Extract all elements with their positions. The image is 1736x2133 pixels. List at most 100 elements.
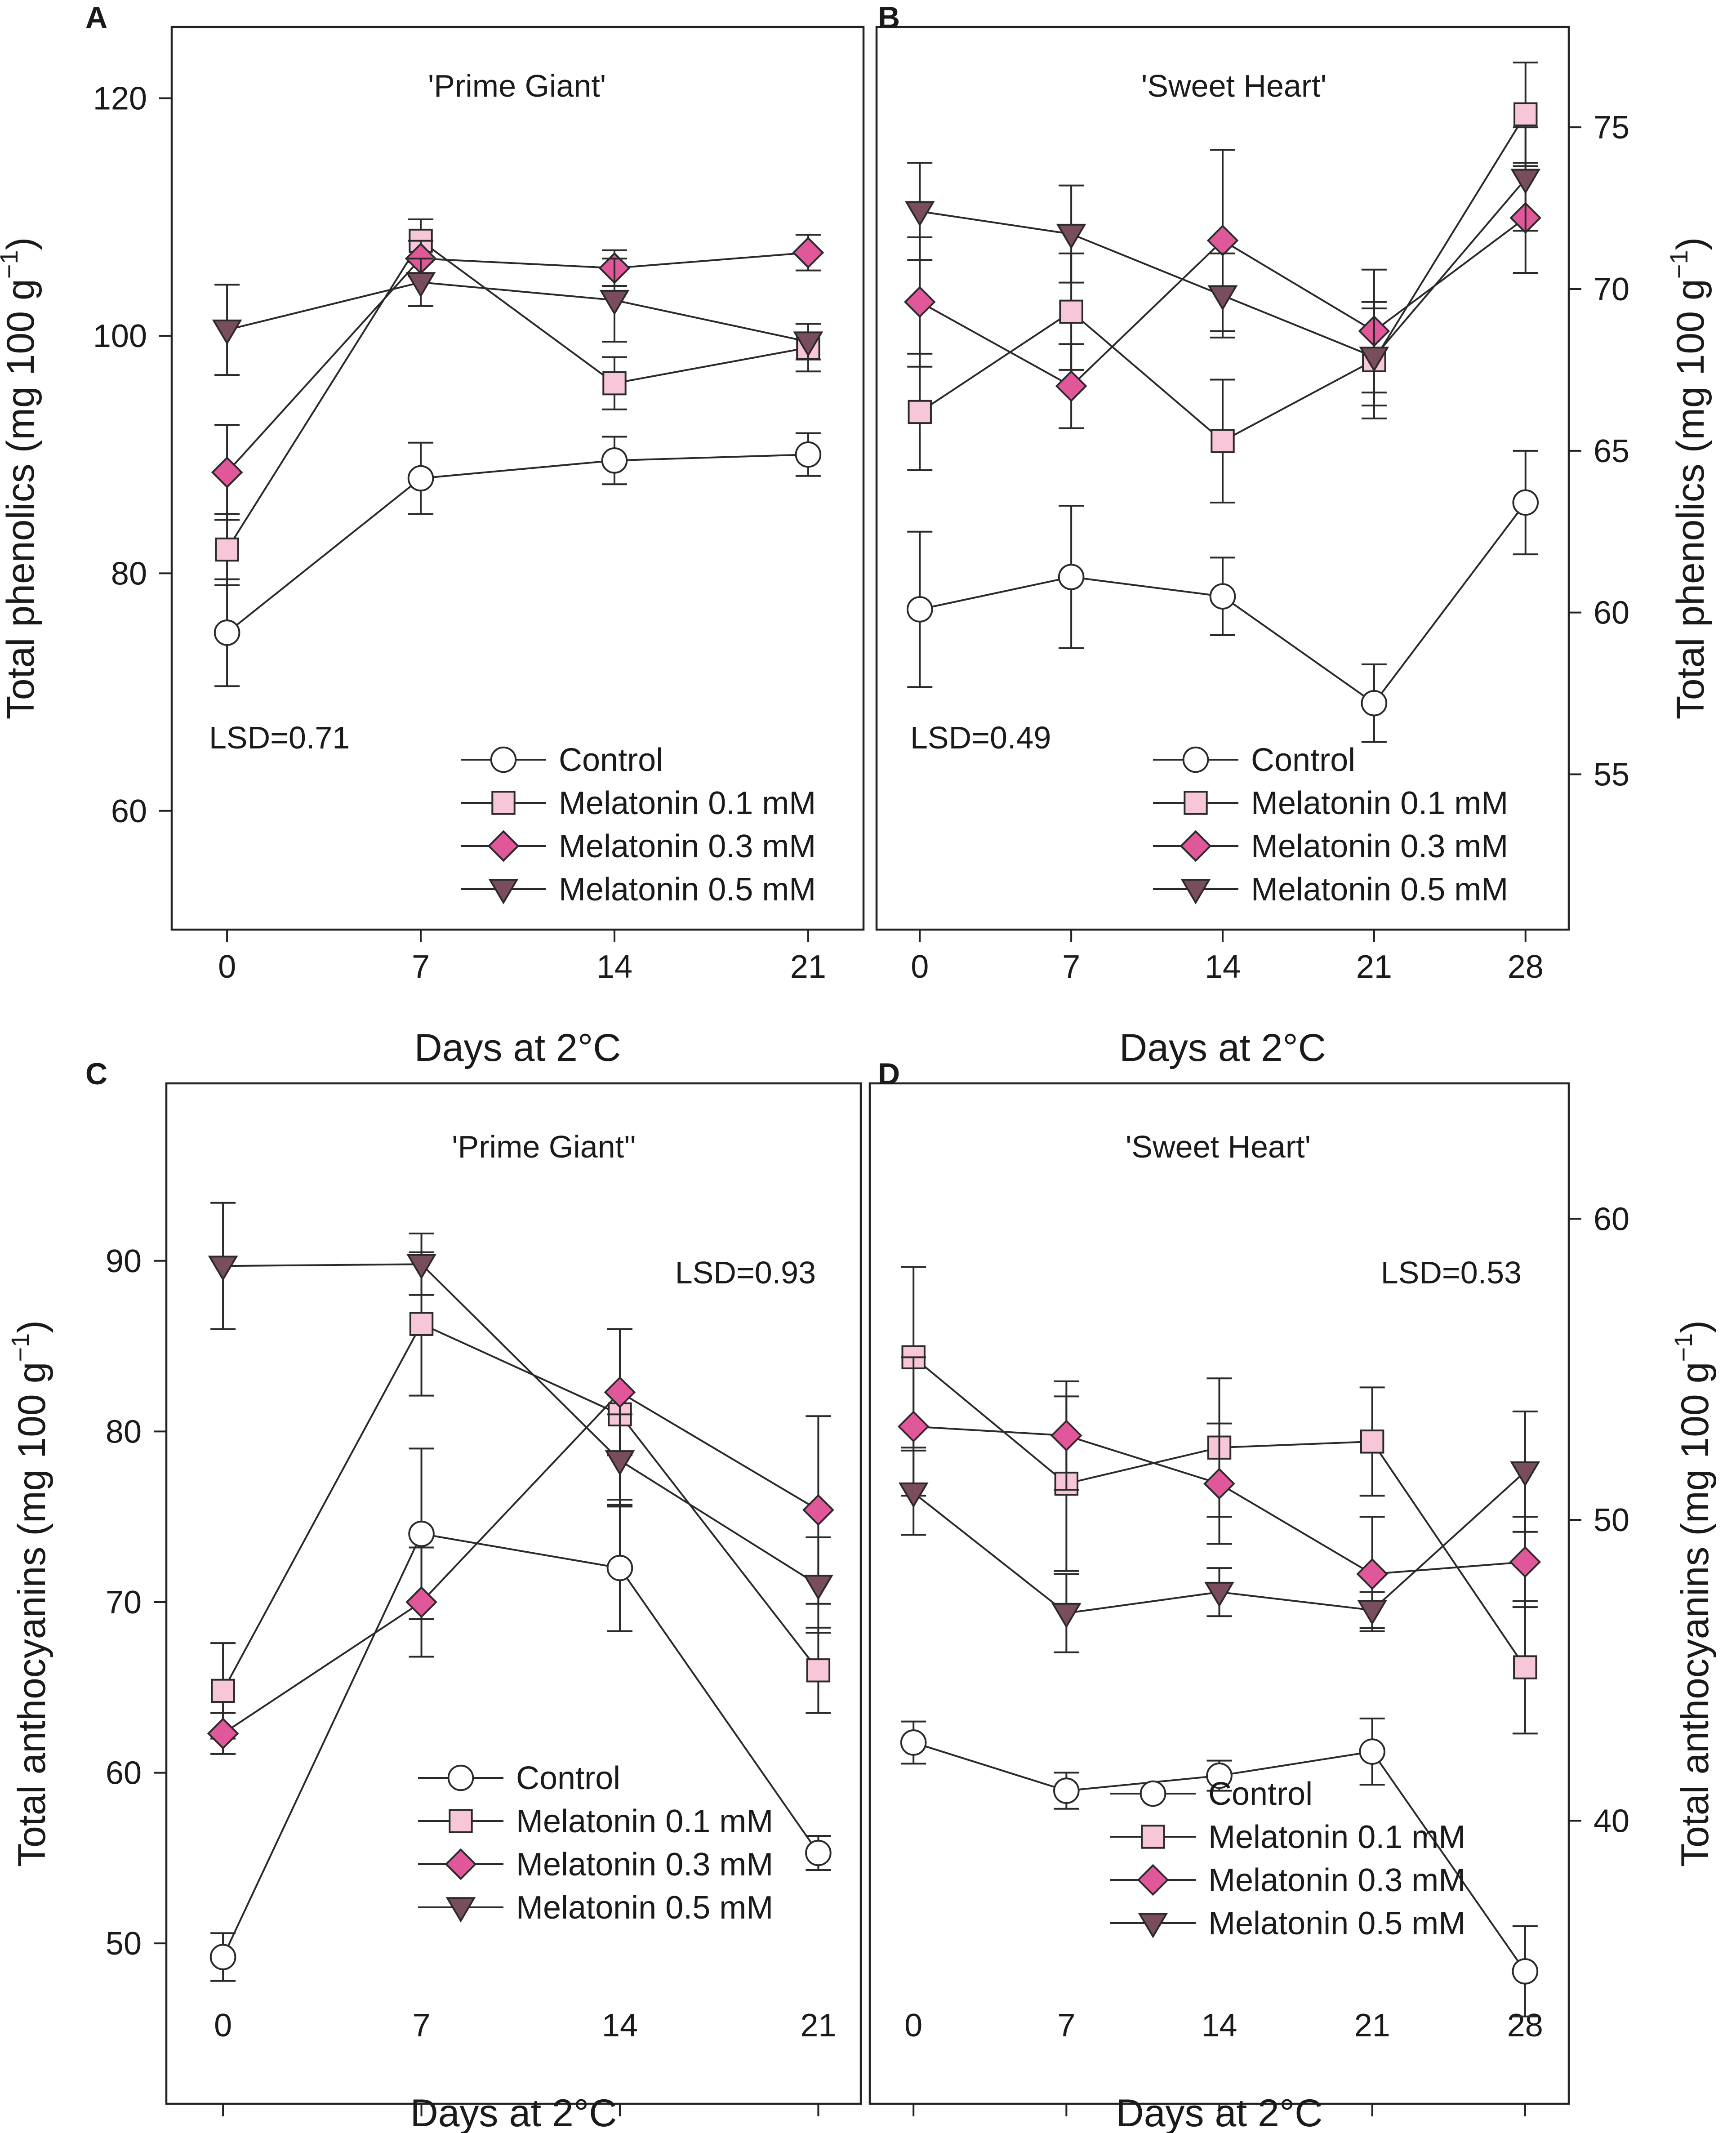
series-control <box>209 1447 832 1982</box>
data-point <box>207 1717 239 1750</box>
data-point <box>1513 102 1538 127</box>
x-tick-label: 0 <box>214 2008 232 2044</box>
x-tick-label: 14 <box>1205 949 1241 985</box>
series-line <box>223 1391 819 1734</box>
series-melatonin-0-5-mm <box>904 126 1541 407</box>
legend-entry: Control <box>1110 1776 1313 1812</box>
data-point <box>1360 1429 1384 1454</box>
legend-entry: Melatonin 0.3 mM <box>461 828 816 864</box>
legend-label: Melatonin 0.5 mM <box>559 872 816 908</box>
y-axis-title: Total phenolics (mg 100 g−1) <box>0 237 42 720</box>
y-axis-title-close: ) <box>1669 237 1712 250</box>
data-point <box>215 537 239 562</box>
legend-label: Melatonin 0.1 mM <box>1251 785 1508 821</box>
series-line <box>226 454 808 634</box>
panel-a: 0 7 14 21 60 80 100 120 Days at 2°C Total phenoli… <box>0 0 865 1069</box>
data-point <box>1509 1546 1541 1578</box>
legend-entry: Melatonin 0.1 mM <box>418 1803 773 1839</box>
y-axis-title-superscript: −1 <box>1669 1333 1697 1362</box>
data-point <box>214 619 240 646</box>
legend-entry: Control <box>418 1760 620 1796</box>
legend-label: Melatonin 0.5 mM <box>516 1890 773 1926</box>
series-melatonin-0-3-mm <box>207 1328 834 1755</box>
legend-entry: Melatonin 0.3 mM <box>1110 1862 1465 1898</box>
chart-title: 'Prime Giant' <box>428 68 606 103</box>
plot-frame <box>165 1082 862 2105</box>
legend-marker <box>1180 879 1211 904</box>
legend-entry: Melatonin 0.5 mM <box>1110 1906 1465 1942</box>
legend-label: Melatonin 0.3 mM <box>1208 1862 1465 1898</box>
series-melatonin-0-1-mm <box>210 1251 831 1740</box>
legend-marker <box>488 879 519 904</box>
data-point <box>1357 1600 1388 1625</box>
y-tick-label: 55 <box>1594 757 1629 793</box>
panel-letter: D <box>878 1057 900 1091</box>
legend-marker <box>1137 1864 1169 1896</box>
x-tick-label: 7 <box>1057 2008 1075 2044</box>
y-tick-label: 120 <box>93 81 147 117</box>
series-line <box>223 1263 819 1586</box>
lsd-annotation: LSD=0.49 <box>910 720 1051 755</box>
x-tick-label: 7 <box>412 949 430 985</box>
y-axis-title-close: ) <box>10 1320 53 1333</box>
legend-entry: Melatonin 0.1 mM <box>461 785 816 821</box>
series-line <box>227 281 809 343</box>
x-tick-label: 21 <box>1356 949 1392 985</box>
legend-label: Melatonin 0.3 mM <box>516 1847 773 1883</box>
data-point <box>908 400 932 424</box>
data-point <box>406 1254 436 1280</box>
lsd-annotation: LSD=0.71 <box>209 720 350 755</box>
series-control <box>906 450 1539 743</box>
legend-entry: Control <box>1153 742 1355 778</box>
data-point <box>904 286 936 318</box>
x-tick-label: 21 <box>790 949 826 985</box>
panel-letter: A <box>85 0 107 35</box>
x-tick-label: 0 <box>218 949 236 985</box>
data-point <box>208 1256 238 1282</box>
data-point <box>805 1839 832 1866</box>
legend-label: Melatonin 0.1 mM <box>516 1803 773 1839</box>
data-point <box>1512 489 1539 516</box>
lsd-annotation: LSD=0.93 <box>675 1255 816 1290</box>
data-point <box>1512 1958 1539 1985</box>
data-point <box>792 236 824 269</box>
x-tick-label: 14 <box>596 949 632 985</box>
legend-label: Melatonin 0.3 mM <box>559 828 816 864</box>
lsd-annotation: LSD=0.53 <box>1381 1255 1522 1290</box>
legend-marker <box>449 1809 473 1833</box>
x-tick-label: 21 <box>1354 2008 1390 2044</box>
data-point <box>802 1494 834 1526</box>
y-axis-title-close: ) <box>1674 1320 1717 1333</box>
x-axis-title: Days at 2°C <box>414 1026 621 1069</box>
plot-frame <box>170 26 865 931</box>
y-tick-label: 90 <box>106 1243 142 1279</box>
data-point <box>1211 429 1235 453</box>
data-point <box>405 1586 437 1618</box>
x-tick-label: 28 <box>1508 949 1544 985</box>
series-control <box>900 1717 1539 2017</box>
legend-marker <box>445 1848 477 1880</box>
data-point <box>601 447 628 474</box>
x-axis-title: Days at 2°C <box>410 2092 617 2133</box>
data-point <box>904 201 935 227</box>
legend-label: Control <box>559 742 663 778</box>
data-point <box>1204 1581 1234 1608</box>
legend-marker <box>1180 830 1212 862</box>
y-axis-title: Total anthocyanins (mg 100 g−1) <box>6 1320 53 1867</box>
data-point <box>1513 1655 1537 1679</box>
legend-entry: Melatonin 0.5 mM <box>1153 872 1508 908</box>
data-point <box>906 596 933 623</box>
y-axis-title-close: ) <box>0 237 42 250</box>
data-point <box>606 1554 633 1581</box>
data-point <box>409 1312 434 1336</box>
x-axis-title: Days at 2°C <box>1119 1026 1326 1069</box>
data-point <box>1053 1777 1080 1804</box>
legend-marker <box>1184 791 1208 815</box>
chart-title: 'Sweet Heart' <box>1141 68 1326 103</box>
x-tick-label: 0 <box>911 949 929 985</box>
data-point <box>602 371 627 396</box>
x-tick-label: 7 <box>413 2008 431 2044</box>
data-point <box>1206 1762 1233 1789</box>
